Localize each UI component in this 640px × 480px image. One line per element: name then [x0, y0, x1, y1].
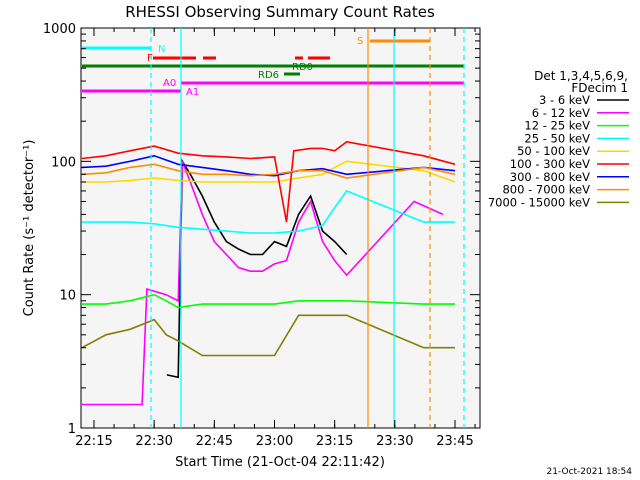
flag-label-a1: A1: [186, 87, 199, 98]
y-tick-label: 1000: [43, 22, 76, 37]
x-tick-label: 22:45: [196, 434, 233, 449]
series-line-7: [81, 163, 456, 179]
legend-entry-label: 50 - 100 keV: [517, 144, 590, 158]
chart-title: RHESSI Observing Summary Count Rates: [125, 3, 435, 21]
flag-label-rd6: RD6: [258, 70, 279, 81]
legend-entry-label: 100 - 300 keV: [510, 157, 590, 171]
legend-entry-label: 12 - 25 keV: [524, 119, 590, 133]
legend-title-line-1: Det 1,3,4,5,6,9,: [534, 69, 628, 83]
y-tick-label: 10: [59, 289, 76, 304]
series-line-6: [81, 154, 456, 177]
legend-entry-label: 800 - 7000 keV: [502, 183, 590, 197]
series-line-2: [82, 293, 455, 309]
legend-entry-label: 6 - 12 keV: [532, 106, 590, 120]
legend-entry-label: 7000 - 15000 keV: [488, 195, 590, 209]
x-tick-label: 23:15: [316, 434, 353, 449]
x-tick-label: 22:30: [135, 434, 172, 449]
flag-label-a0: A0: [163, 78, 176, 89]
flag-label-f: F: [147, 53, 153, 64]
series-line-0: [166, 158, 348, 379]
x-axis-label: Start Time (21-Oct-04 22:11:42): [175, 455, 385, 470]
legend-entry-label: 3 - 6 keV: [539, 93, 590, 107]
series-line-4: [82, 160, 456, 183]
legend-entry-label: 25 - 50 keV: [524, 131, 590, 145]
series-line-8: [81, 314, 455, 357]
y-tick-label: 100: [51, 155, 76, 170]
marker-layer: NF RD0 RD6 S A0 A1: [82, 28, 465, 428]
series-layer: [81, 140, 456, 406]
x-tick-label: 23:45: [436, 434, 473, 449]
legend-entry-label: 300 - 800 keV: [510, 170, 590, 184]
legend-title-line-2: FDecim 1: [571, 81, 628, 95]
axis-layer: 22:15 22:30 22:45 23:00 23:15 23:30 23:45 1 10 10…: [43, 22, 480, 449]
plot-frame: [80, 27, 481, 429]
flag-label-s: S: [357, 36, 363, 47]
x-tick-label: 22:15: [75, 434, 112, 449]
footer-timestamp: 21-Oct-2021 18:54: [547, 467, 633, 477]
flag-label-rd0: RD0: [292, 62, 313, 73]
x-tick-label: 23:00: [256, 434, 293, 449]
y-axis-label: Count Rate (s⁻¹ detector⁻¹): [22, 140, 37, 317]
flag-label-n: N: [158, 44, 165, 55]
y-tick-label: 1: [68, 422, 76, 437]
x-tick-label: 23:30: [376, 434, 413, 449]
series-line-5: [81, 140, 456, 223]
series-line-3: [82, 189, 455, 234]
series-line-1: [82, 161, 444, 406]
